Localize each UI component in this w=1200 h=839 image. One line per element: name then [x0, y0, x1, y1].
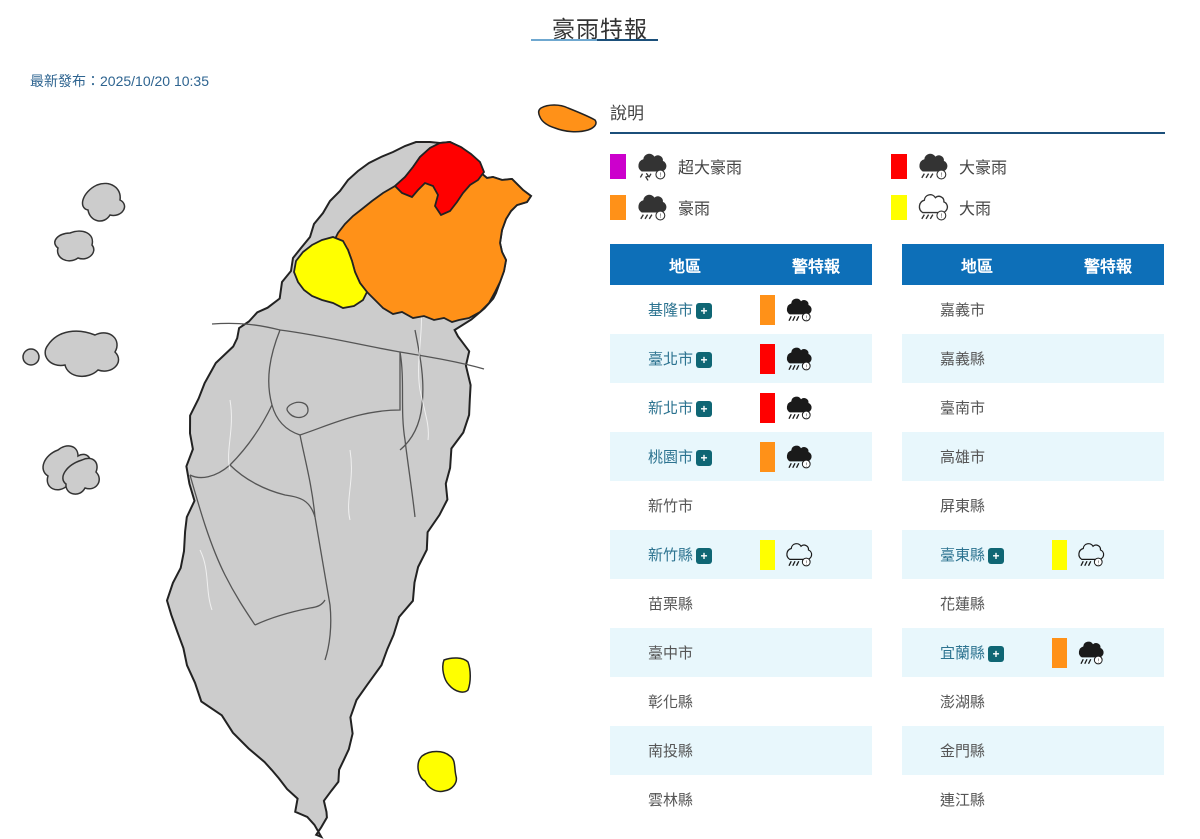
svg-text:!: ! — [806, 315, 807, 321]
svg-text:!: ! — [806, 364, 807, 370]
svg-text:!: ! — [1098, 658, 1099, 664]
svg-text:!: ! — [806, 462, 807, 468]
svg-text:!: ! — [1098, 560, 1099, 566]
svg-text:!: ! — [806, 560, 807, 566]
svg-text:!: ! — [806, 413, 807, 419]
